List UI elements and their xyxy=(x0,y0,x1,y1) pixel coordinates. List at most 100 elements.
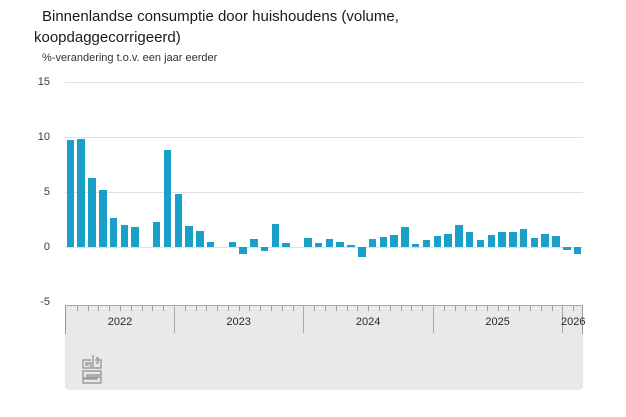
bar-2025-09[interactable] xyxy=(519,229,528,247)
month-tick xyxy=(76,306,78,311)
month-tick xyxy=(98,306,100,311)
bar-2025-06[interactable] xyxy=(487,234,496,247)
bar-2024-06[interactable] xyxy=(358,247,366,257)
month-tick xyxy=(422,306,424,311)
y-axis-tick-label: -5 xyxy=(40,296,50,308)
bar-2025-03[interactable] xyxy=(455,225,463,247)
bar-2024-11[interactable] xyxy=(411,243,420,247)
year-label-2025: 2025 xyxy=(485,316,510,328)
bar-2023-07[interactable] xyxy=(239,247,247,254)
gridline-5 xyxy=(65,192,583,193)
bar-2025-04[interactable] xyxy=(465,231,474,247)
month-tick xyxy=(346,306,348,311)
month-tick xyxy=(519,306,521,311)
bar-2024-04[interactable] xyxy=(336,241,344,247)
bar-2022-06[interactable] xyxy=(99,189,107,247)
bar-2024-10[interactable] xyxy=(401,227,409,247)
month-tick xyxy=(271,306,273,311)
bar-2024-09[interactable] xyxy=(390,234,398,247)
month-tick xyxy=(281,306,283,311)
chart-subtitle: %-verandering t.o.v. een jaar eerder xyxy=(42,52,218,64)
bar-2025-11[interactable] xyxy=(541,233,549,247)
month-tick xyxy=(497,306,499,311)
month-tick xyxy=(249,306,251,311)
bar-2023-06[interactable] xyxy=(228,241,237,247)
bar-2022-05[interactable] xyxy=(88,177,96,247)
y-axis-tick-label: 10 xyxy=(37,131,50,143)
bar-2025-08[interactable] xyxy=(509,231,517,247)
cbs-logo xyxy=(79,352,109,391)
bar-2026-02[interactable] xyxy=(573,247,582,254)
bar-2022-12[interactable] xyxy=(163,150,172,247)
month-tick xyxy=(400,306,402,311)
month-tick xyxy=(163,306,165,311)
month-tick xyxy=(141,306,143,311)
bar-2024-01[interactable] xyxy=(304,238,312,247)
year-boundary-tick xyxy=(173,306,175,333)
bar-2023-01[interactable] xyxy=(174,194,183,247)
bar-2022-04[interactable] xyxy=(77,139,85,247)
bar-2023-03[interactable] xyxy=(196,230,204,247)
timeline-slider[interactable]: 2022 2023 2024 2025 2026 xyxy=(65,305,586,391)
month-tick xyxy=(292,306,294,311)
bar-2023-10[interactable] xyxy=(271,223,280,247)
month-tick xyxy=(465,306,467,311)
bar-2025-12[interactable] xyxy=(552,236,560,247)
month-tick xyxy=(325,306,326,311)
month-tick xyxy=(411,306,413,311)
bar-2023-04[interactable] xyxy=(206,241,215,247)
bar-2022-07[interactable] xyxy=(109,218,118,247)
bar-2022-09[interactable] xyxy=(131,227,139,247)
month-tick xyxy=(357,306,359,311)
month-tick xyxy=(454,306,456,311)
bar-2024-03[interactable] xyxy=(325,239,334,247)
bar-2022-08[interactable] xyxy=(120,225,129,247)
year-label-2024: 2024 xyxy=(355,316,381,328)
gridline-10 xyxy=(65,137,583,138)
month-tick xyxy=(378,306,380,311)
bar-2022-03[interactable] xyxy=(66,140,75,247)
month-tick xyxy=(87,306,89,311)
bar-2023-08[interactable] xyxy=(250,239,258,247)
month-tick xyxy=(109,306,111,311)
month-tick xyxy=(486,306,488,311)
month-tick xyxy=(389,306,391,311)
bar-2023-09[interactable] xyxy=(260,247,269,252)
month-tick xyxy=(314,306,316,311)
bar-2023-11[interactable] xyxy=(282,242,290,247)
bar-2024-07[interactable] xyxy=(368,239,377,247)
bar-2023-02[interactable] xyxy=(185,226,193,247)
y-axis-tick-label: 5 xyxy=(43,186,50,198)
year-label-2023: 2023 xyxy=(226,316,251,328)
year-boundary-tick xyxy=(562,306,564,333)
month-tick xyxy=(238,306,240,311)
y-axis-tick-label: 0 xyxy=(43,241,50,253)
bar-2024-12[interactable] xyxy=(422,240,431,247)
bar-2022-11[interactable] xyxy=(152,221,161,247)
chart-title-line1: Binnenlandse consumptie door huishoudens… xyxy=(42,8,399,25)
month-tick xyxy=(508,306,510,311)
month-tick xyxy=(368,306,370,311)
bar-2025-07[interactable] xyxy=(498,231,506,247)
bar-2025-02[interactable] xyxy=(444,233,452,247)
month-tick xyxy=(130,306,132,311)
year-label-2022: 2022 xyxy=(107,316,133,328)
bar-2025-01[interactable] xyxy=(433,236,442,247)
month-tick xyxy=(260,306,262,311)
month-tick xyxy=(217,306,219,311)
bar-2026-01[interactable] xyxy=(563,247,571,251)
month-tick xyxy=(573,306,575,311)
gridline-15 xyxy=(65,82,583,83)
timeline-track[interactable]: 2022 2023 2024 2025 2026 xyxy=(65,306,586,334)
bar-2025-05[interactable] xyxy=(476,240,485,247)
month-tick xyxy=(152,306,154,311)
month-tick xyxy=(335,306,337,311)
bar-2024-05[interactable] xyxy=(347,244,355,247)
bar-2024-02[interactable] xyxy=(314,242,323,247)
gridline-0 xyxy=(65,247,583,248)
year-label-2026: 2026 xyxy=(560,316,586,328)
bar-2025-10[interactable] xyxy=(530,238,539,247)
bar-2024-08[interactable] xyxy=(379,237,388,247)
month-tick xyxy=(227,306,229,311)
